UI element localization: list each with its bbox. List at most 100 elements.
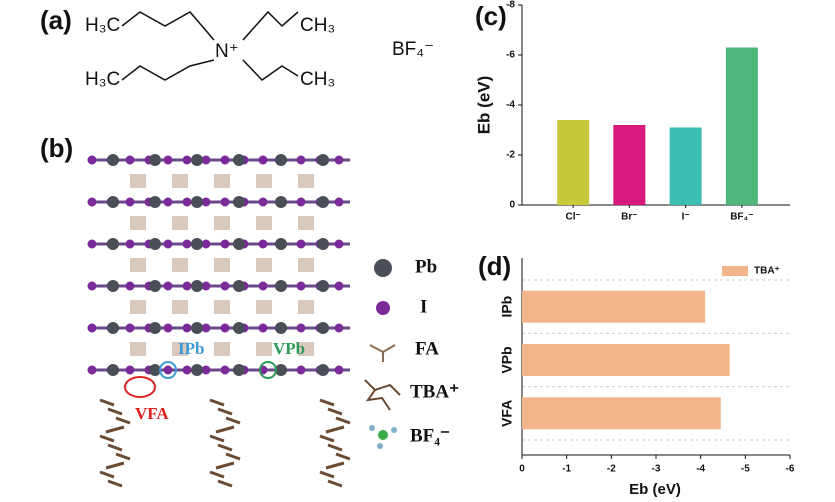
lead	[149, 280, 161, 292]
fa-cation	[172, 174, 188, 188]
fa-cation	[256, 342, 272, 356]
tba-chain	[215, 461, 235, 470]
iodide	[201, 239, 211, 249]
iodide	[220, 281, 230, 291]
fa-cation	[214, 174, 230, 188]
tba-chain	[107, 407, 123, 416]
fa-cation	[256, 174, 272, 188]
lead	[149, 154, 161, 166]
lead	[191, 238, 203, 250]
lead	[107, 154, 119, 166]
tba-chain	[105, 461, 125, 470]
bf4-icon	[369, 425, 397, 449]
y-tick-label: 0	[509, 200, 515, 211]
iodide	[125, 281, 135, 291]
iodide	[258, 281, 268, 291]
bond	[242, 59, 299, 81]
defect-ring	[124, 376, 156, 398]
panel-label: (d)	[478, 251, 511, 281]
lead	[275, 280, 287, 292]
iodide	[182, 197, 192, 207]
lead	[191, 280, 203, 292]
fa-cation	[172, 258, 188, 272]
x-tick-label: -1	[562, 464, 571, 475]
tba-chain	[327, 407, 343, 416]
iodide	[163, 155, 173, 165]
fa-cation	[298, 258, 314, 272]
iodide	[334, 323, 344, 333]
iodide	[334, 155, 344, 165]
iodide	[201, 323, 211, 333]
lead	[275, 364, 287, 376]
lead	[317, 154, 329, 166]
fa-cation	[256, 258, 272, 272]
tba-chain	[217, 479, 233, 488]
lead	[275, 196, 287, 208]
tba-chain	[105, 425, 125, 434]
lead	[233, 364, 245, 376]
lattice	[87, 154, 351, 488]
iodide	[201, 281, 211, 291]
iodide	[296, 281, 306, 291]
iodide	[220, 323, 230, 333]
iodide	[163, 239, 173, 249]
fa-cation	[256, 216, 272, 230]
iodide	[296, 155, 306, 165]
tba-chain	[107, 443, 123, 452]
lead	[107, 322, 119, 334]
x-tick-label: 0	[519, 464, 525, 475]
x-axis-label: Eb (eV)	[629, 481, 681, 498]
tba-chain	[99, 470, 115, 479]
tba-chain	[319, 398, 335, 407]
y-tick-label: VFA	[499, 400, 515, 427]
legend-label: BF₄⁻	[410, 425, 450, 446]
iodide	[296, 365, 306, 375]
bar	[725, 47, 758, 205]
defect-label: VPb	[273, 339, 305, 358]
lead	[233, 322, 245, 334]
panel-label: (b)	[40, 133, 73, 163]
tba-chain	[217, 407, 233, 416]
iodide	[163, 365, 173, 375]
fa-cation	[130, 258, 146, 272]
lead	[233, 196, 245, 208]
tba-chain	[209, 434, 225, 443]
fa-cation	[214, 300, 230, 314]
lead	[107, 238, 119, 250]
fa-cation	[214, 342, 230, 356]
x-tick-label: BF₄⁻	[730, 212, 753, 223]
iodide	[87, 155, 97, 165]
fa-cation	[214, 258, 230, 272]
fa-cation	[172, 300, 188, 314]
chem-center: N⁺	[215, 41, 239, 62]
tba-icon	[364, 379, 401, 411]
iodide	[182, 323, 192, 333]
iodide	[334, 197, 344, 207]
lead	[317, 196, 329, 208]
y-tick-label: IPb	[499, 296, 515, 318]
tba-chain	[225, 416, 241, 425]
iodide	[125, 365, 135, 375]
iodide	[87, 197, 97, 207]
lead	[233, 238, 245, 250]
bond	[121, 59, 215, 81]
panel-label: (c)	[475, 1, 507, 31]
iodide	[201, 365, 211, 375]
fa-cation	[298, 216, 314, 230]
tba-chain	[327, 443, 343, 452]
iodide	[125, 155, 135, 165]
lead	[149, 322, 161, 334]
iodide	[163, 197, 173, 207]
lead	[191, 154, 203, 166]
y-tick-label: VPb	[499, 346, 515, 373]
y-tick-label: -2	[506, 150, 515, 161]
iodide	[201, 197, 211, 207]
bar	[613, 125, 646, 205]
tba-chain	[107, 479, 123, 488]
fa-cation	[298, 342, 314, 356]
fa-cation	[298, 174, 314, 188]
iodide	[125, 197, 135, 207]
tba-chain	[217, 443, 233, 452]
iodide	[201, 155, 211, 165]
tba-chain	[209, 398, 225, 407]
